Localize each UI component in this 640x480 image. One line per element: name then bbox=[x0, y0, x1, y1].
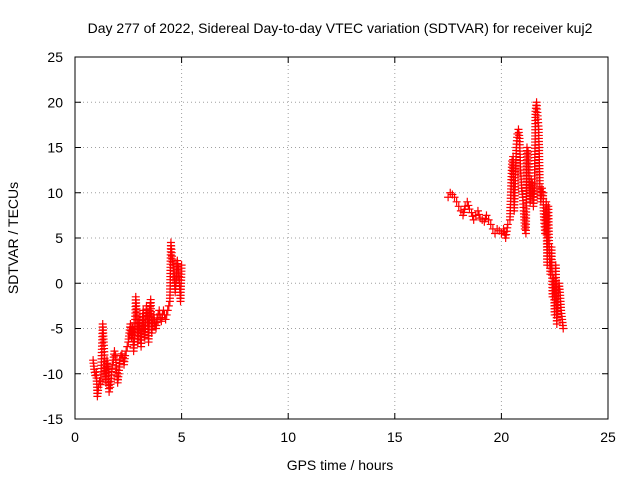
data-point-early bbox=[123, 342, 132, 351]
data-point-late-interp bbox=[475, 210, 484, 219]
data-point-late bbox=[467, 208, 476, 217]
data-point-late bbox=[513, 129, 522, 138]
y-tick-label: 10 bbox=[47, 185, 63, 201]
y-tick-label: 25 bbox=[47, 49, 63, 65]
data-point-late bbox=[503, 220, 512, 229]
y-axis-label: SDTVAR / TECUs bbox=[5, 182, 21, 294]
x-tick-label: 10 bbox=[280, 429, 296, 445]
data-point-late bbox=[473, 206, 482, 215]
x-tick-label: 15 bbox=[387, 429, 403, 445]
data-point-late bbox=[508, 157, 517, 166]
data-point-early bbox=[163, 306, 172, 315]
y-tick-label: -10 bbox=[43, 366, 63, 382]
y-tick-label: 5 bbox=[55, 230, 63, 246]
x-tick-label: 5 bbox=[178, 429, 186, 445]
data-point-late-interp bbox=[464, 201, 473, 210]
x-tick-label: 0 bbox=[71, 429, 79, 445]
data-point-late bbox=[522, 143, 531, 152]
data-point-late bbox=[463, 197, 472, 206]
data-point-early bbox=[122, 347, 131, 356]
data-point-late bbox=[469, 215, 478, 224]
data-point-early bbox=[177, 261, 186, 270]
data-point-late bbox=[520, 224, 529, 233]
x-tick-labels: 0 5 10 15 20 25 bbox=[71, 429, 616, 445]
y-tick-label: 15 bbox=[47, 140, 63, 156]
x-tick-label: 20 bbox=[494, 429, 510, 445]
axis-ticks bbox=[74, 56, 609, 420]
y-tick-label: -15 bbox=[43, 411, 63, 427]
y-tick-labels: -15 -10 -5 0 5 10 15 20 25 bbox=[43, 49, 63, 427]
data-point-early bbox=[121, 351, 130, 360]
grid bbox=[75, 57, 608, 419]
data-point-early bbox=[150, 319, 159, 328]
y-tick-label: 20 bbox=[47, 94, 63, 110]
data-point-early bbox=[161, 315, 170, 324]
data-point-early bbox=[162, 310, 171, 319]
data-point-late bbox=[452, 197, 461, 206]
y-tick-label: 0 bbox=[55, 275, 63, 291]
data-point-early bbox=[164, 301, 173, 310]
data-point-late bbox=[486, 220, 495, 229]
data-point-late bbox=[446, 188, 455, 197]
data-point-late bbox=[537, 184, 546, 193]
y-tick-label: -5 bbox=[51, 321, 64, 337]
data-point-late bbox=[450, 193, 459, 202]
chart-title: Day 277 of 2022, Sidereal Day-to-day VTE… bbox=[88, 20, 593, 36]
data-point-late bbox=[482, 211, 491, 220]
plot-frame bbox=[74, 56, 609, 420]
data-marks bbox=[89, 98, 568, 401]
x-tick-label: 25 bbox=[600, 429, 616, 445]
data-point-early bbox=[110, 347, 119, 356]
data-point-late bbox=[559, 324, 568, 333]
x-axis-label: GPS time / hours bbox=[287, 457, 394, 473]
data-point-early bbox=[105, 387, 114, 396]
data-point-late bbox=[484, 215, 493, 224]
